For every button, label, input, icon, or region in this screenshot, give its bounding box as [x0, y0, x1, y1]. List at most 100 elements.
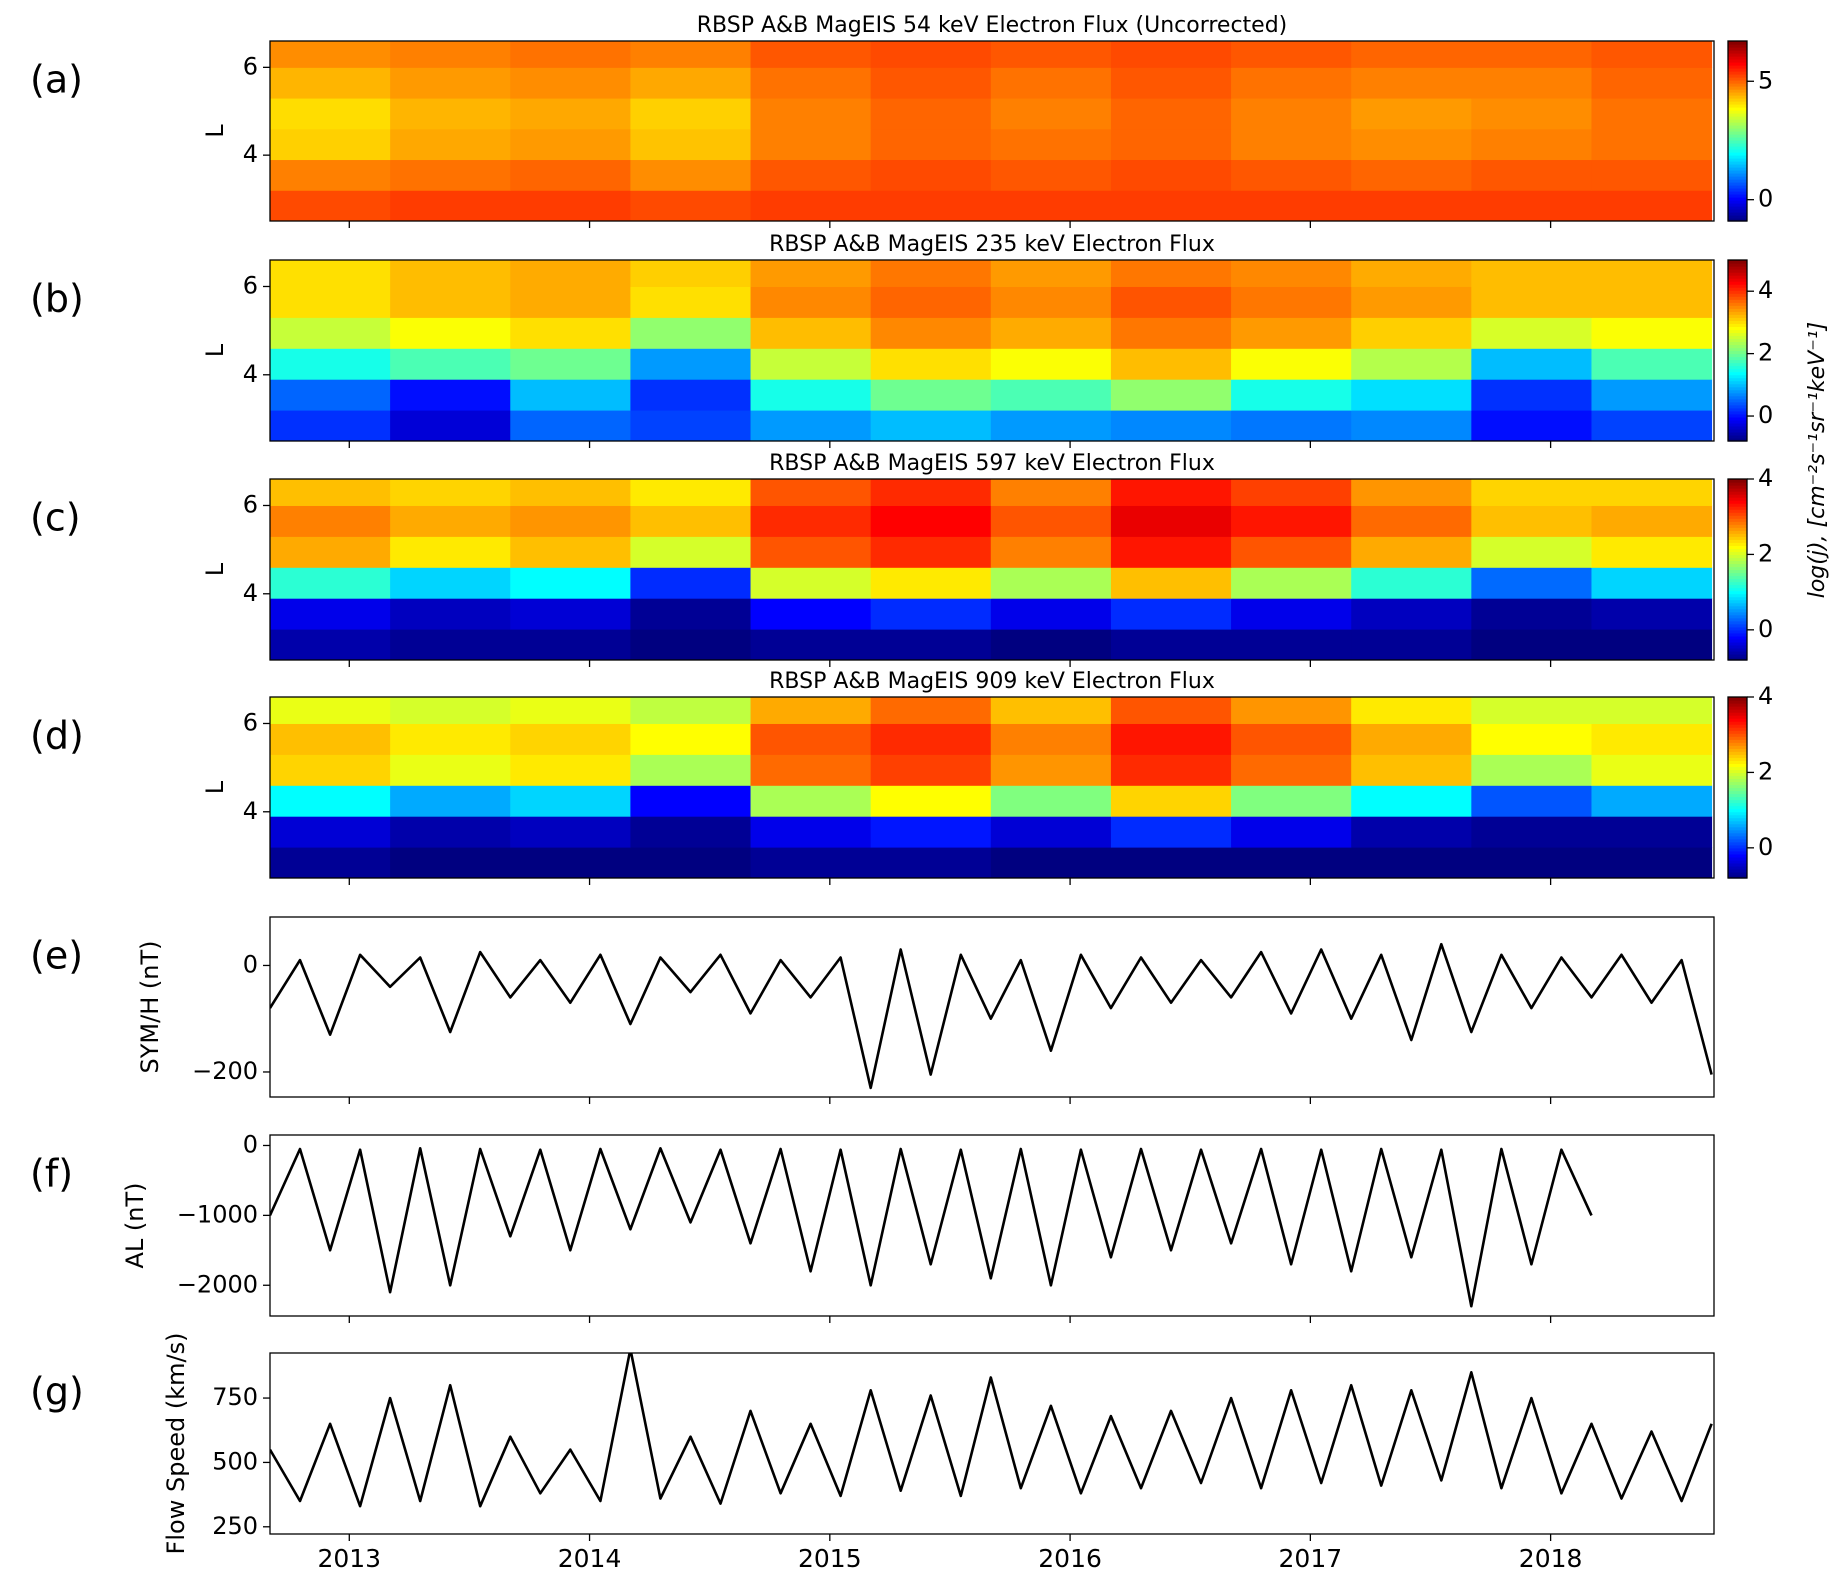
colorbar-step — [1728, 410, 1747, 415]
colorbar-step — [1728, 862, 1747, 867]
colorbar-step — [1728, 182, 1747, 186]
colorbar-step — [1728, 308, 1747, 312]
heatmap-cell — [390, 317, 511, 349]
heatmap-cell — [630, 598, 752, 630]
heatmap-cell — [1471, 190, 1592, 221]
heatmap-cell — [630, 816, 752, 848]
colorbar-step — [1728, 868, 1747, 873]
y-axis-label: L — [201, 780, 229, 794]
heatmap-cell — [510, 816, 631, 848]
colorbar-step — [1728, 829, 1747, 834]
colorbar-step — [1728, 134, 1747, 138]
heatmap-cell — [1110, 847, 1232, 878]
heatmap-cell — [1231, 260, 1352, 287]
colorbar-step — [1728, 605, 1747, 610]
panel-title: RBSP A&B MagEIS 235 keV Electron Flux — [769, 232, 1215, 257]
colorbar-step — [1728, 563, 1747, 568]
heatmap-cell — [270, 410, 391, 441]
heatmap-cell — [750, 847, 872, 878]
heatmap-cell — [750, 41, 872, 68]
heatmap-cell — [750, 567, 872, 599]
heatmap-cell — [1471, 67, 1592, 99]
heatmap-cell — [990, 98, 1112, 130]
colorbar-step — [1728, 44, 1747, 48]
heatmap-cell — [1471, 41, 1592, 68]
y-tick-label: 4 — [243, 360, 258, 388]
y-axis-label: Flow Speed (km/s) — [162, 1333, 190, 1555]
colorbar-step — [1728, 787, 1747, 792]
colorbar-step — [1728, 730, 1747, 734]
y-tick-label: 500 — [212, 1447, 258, 1475]
heatmap-cell — [630, 629, 752, 660]
colorbar-step — [1728, 635, 1747, 640]
colorbar-step — [1728, 814, 1747, 819]
heatmap-cell — [870, 847, 992, 878]
heatmap-cell — [750, 410, 872, 441]
heatmap-cell — [390, 410, 511, 441]
colorbar-step — [1728, 413, 1747, 418]
colorbar-step — [1728, 56, 1747, 60]
heatmap-cell — [1231, 348, 1352, 380]
colorbar-step — [1728, 733, 1747, 737]
colorbar-step — [1728, 715, 1747, 719]
axes-frame — [269, 696, 1715, 879]
heatmap-cell — [990, 785, 1112, 817]
colorbar-step — [1728, 428, 1747, 433]
heatmap-cell — [990, 67, 1112, 99]
colorbar-step — [1728, 754, 1747, 758]
y-axis-label: L — [201, 343, 229, 357]
colorbar-step — [1728, 850, 1747, 855]
colorbar-step — [1728, 512, 1747, 516]
heatmap-cell — [870, 567, 992, 599]
heatmap-cell — [750, 379, 872, 411]
colorbar-step — [1728, 161, 1747, 165]
heatmap-cell — [990, 536, 1112, 568]
heatmap-cell — [870, 317, 992, 349]
heatmap-cell — [390, 816, 511, 848]
panel-label: (g) — [30, 1370, 84, 1414]
colorbar-step — [1728, 485, 1747, 489]
heatmap-cell — [1591, 348, 1713, 380]
heatmap-cell — [630, 379, 752, 411]
heatmap-cell — [1591, 723, 1713, 755]
heatmap-cell — [750, 479, 872, 506]
heatmap-cell — [1351, 190, 1472, 221]
colorbar-step — [1728, 817, 1747, 822]
y-tick-label: −1000 — [177, 1200, 258, 1228]
x-tick-label: 2015 — [798, 1544, 862, 1573]
heatmap-cell — [1231, 479, 1352, 506]
heatmap-cell — [510, 785, 631, 817]
colorbar-step — [1728, 284, 1747, 288]
axes-frame — [269, 478, 1715, 661]
heatmap-cell — [510, 723, 631, 755]
heatmap-cell — [990, 629, 1112, 660]
heatmap-cell — [270, 697, 391, 724]
y-axis-label: SYM/H (nT) — [136, 941, 164, 1074]
colorbar-step — [1728, 386, 1747, 391]
heatmap-cell — [1231, 190, 1352, 221]
colorbar-step — [1728, 739, 1747, 743]
x-tick-label: 2014 — [558, 1544, 622, 1573]
heatmap-cell — [990, 128, 1112, 161]
heatmap-cell — [270, 598, 391, 630]
heatmap-cell — [1351, 723, 1472, 755]
heatmap-cell — [510, 598, 631, 630]
heatmap-cell — [1591, 159, 1713, 191]
heatmap-cell — [510, 128, 631, 161]
colorbar-step — [1728, 332, 1747, 337]
heatmap-cell — [390, 379, 511, 411]
heatmap-cell — [390, 98, 511, 130]
heatmap-cell — [1471, 785, 1592, 817]
y-tick-label: 4 — [243, 797, 258, 825]
heatmap-cell — [870, 816, 992, 848]
heatmap-cell — [750, 317, 872, 349]
colorbar-step — [1728, 820, 1747, 825]
heatmap-cell — [750, 159, 872, 191]
colorbar-step — [1728, 170, 1747, 174]
colorbar-step — [1728, 602, 1747, 607]
heatmap-cell — [870, 536, 992, 568]
heatmap-cell — [510, 505, 631, 537]
heatmap-cell — [510, 536, 631, 568]
colorbar-step — [1728, 865, 1747, 870]
colorbar-step — [1728, 700, 1747, 704]
